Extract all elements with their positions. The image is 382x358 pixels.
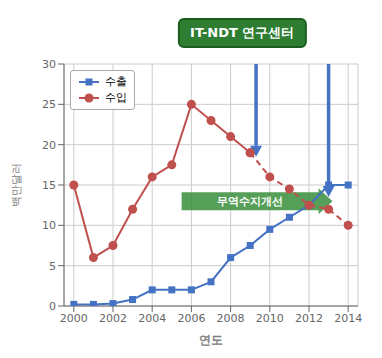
svg-text:2004: 2004 xyxy=(138,312,166,325)
svg-text:2014: 2014 xyxy=(334,312,362,325)
svg-text:연도: 연도 xyxy=(199,333,223,347)
svg-text:2008: 2008 xyxy=(217,312,245,325)
svg-text:25: 25 xyxy=(42,98,56,111)
svg-text:20: 20 xyxy=(42,139,56,152)
svg-text:0: 0 xyxy=(49,300,56,313)
svg-text:2012: 2012 xyxy=(295,312,323,325)
svg-text:10: 10 xyxy=(42,219,56,232)
svg-text:2002: 2002 xyxy=(99,312,127,325)
svg-text:백만달러: 백만달러 xyxy=(10,163,23,207)
html-text:수출: 수출 xyxy=(105,75,127,88)
svg-text:2000: 2000 xyxy=(60,312,88,325)
svg-text:5: 5 xyxy=(49,260,56,273)
svg-text:무역수지개선: 무역수지개선 xyxy=(217,195,283,208)
svg-text:2010: 2010 xyxy=(256,312,284,325)
svg-text:15: 15 xyxy=(42,179,56,192)
svg-text:2006: 2006 xyxy=(177,312,205,325)
html-text:수입: 수입 xyxy=(105,91,127,104)
svg-text:30: 30 xyxy=(42,58,56,71)
html-text:IT-NDT 연구센터: IT-NDT 연구센터 xyxy=(190,25,295,40)
